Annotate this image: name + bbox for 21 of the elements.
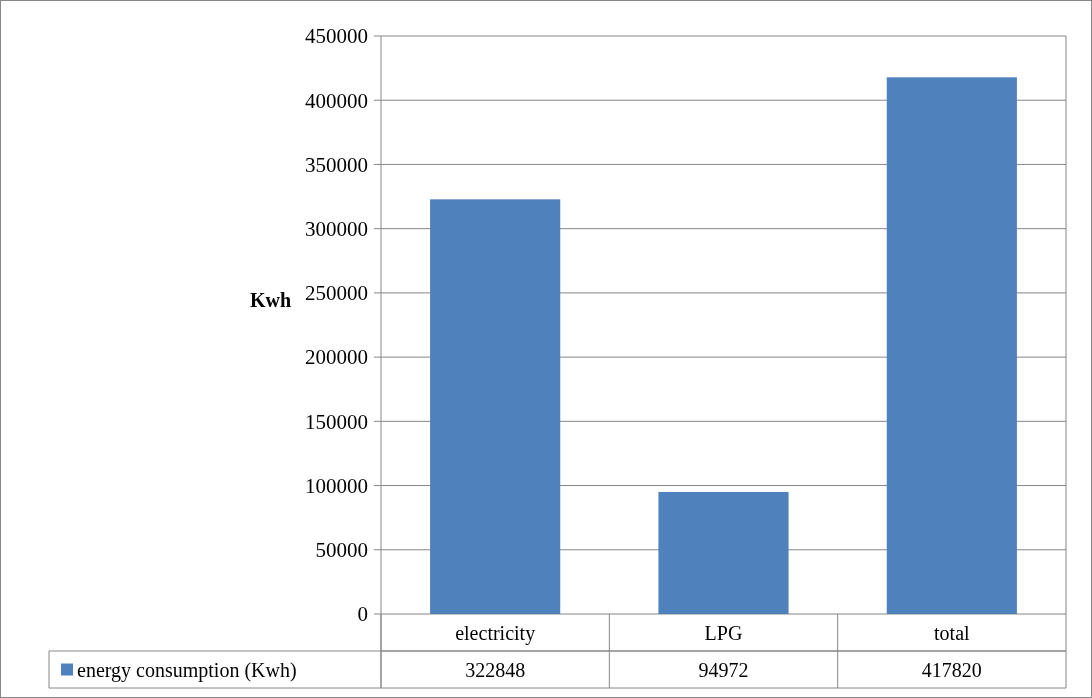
data-label: 94972 bbox=[698, 658, 749, 681]
y-axis-title: Kwh bbox=[250, 289, 292, 311]
y-tick-label: 300000 bbox=[305, 217, 368, 242]
y-tick-label: 450000 bbox=[305, 24, 368, 49]
bar bbox=[658, 492, 789, 614]
x-tick-label: LPG bbox=[704, 621, 743, 644]
y-tick-label: 0 bbox=[357, 602, 368, 627]
y-tick-label: 200000 bbox=[305, 345, 368, 370]
y-tick-label: 350000 bbox=[305, 152, 368, 177]
bar bbox=[886, 77, 1017, 614]
bar bbox=[430, 199, 561, 614]
x-tick-label: total bbox=[934, 621, 971, 644]
legend-label: energy consumption (Kwh) bbox=[77, 658, 297, 682]
y-tick-label: 50000 bbox=[315, 538, 368, 563]
y-tick-label: 250000 bbox=[305, 281, 368, 306]
data-label: 417820 bbox=[921, 658, 982, 681]
y-tick-label: 150000 bbox=[305, 409, 368, 434]
y-tick-label: 400000 bbox=[305, 88, 368, 113]
y-tick-label: 100000 bbox=[305, 473, 368, 498]
x-tick-label: electricity bbox=[455, 621, 536, 645]
data-label: 322848 bbox=[465, 658, 526, 681]
